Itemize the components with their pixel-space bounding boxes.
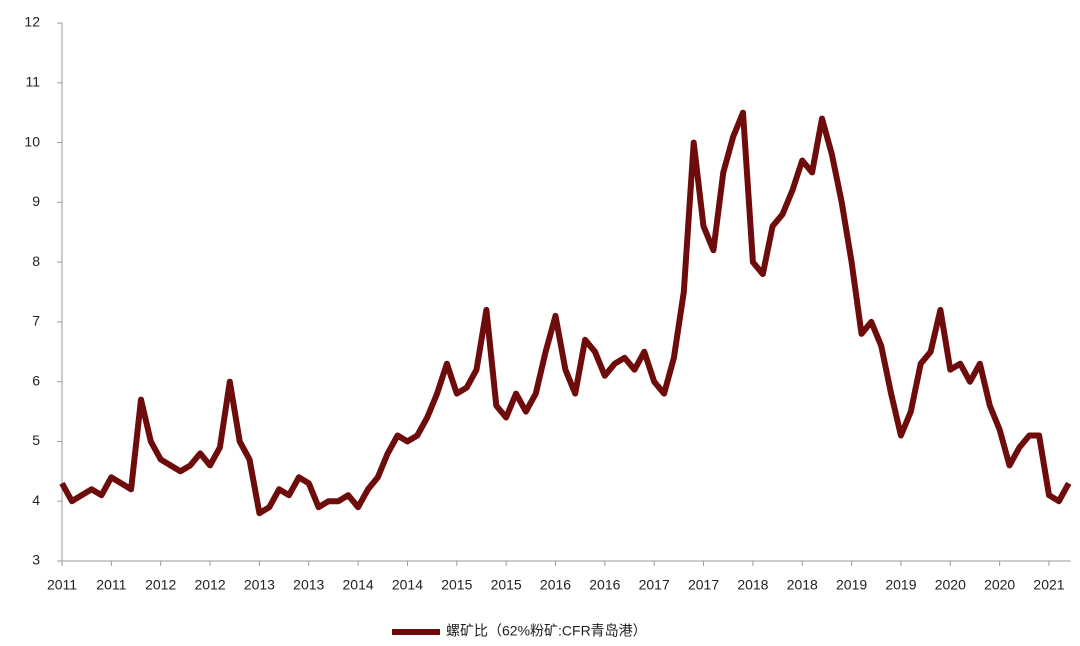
- x-tick-label: 2016: [540, 577, 571, 593]
- y-tick-label: 9: [32, 193, 40, 209]
- x-tick-label: 2013: [244, 577, 275, 593]
- x-tick-label: 2018: [787, 577, 818, 593]
- x-tick-label: 2015: [491, 577, 522, 593]
- x-tick-label: 2014: [343, 577, 374, 593]
- y-tick-label: 3: [32, 552, 40, 568]
- x-tick-label: 2013: [293, 577, 324, 593]
- x-tick-label: 2016: [589, 577, 620, 593]
- x-tick-label: 2019: [836, 577, 867, 593]
- y-tick-label: 5: [32, 432, 40, 448]
- x-tick-label: 2020: [984, 577, 1015, 593]
- y-tick-label: 10: [24, 133, 40, 149]
- x-tick-label: 2019: [885, 577, 916, 593]
- x-tick-label: 2014: [392, 577, 423, 593]
- x-tick-label: 2017: [688, 577, 719, 593]
- y-tick-label: 8: [32, 253, 40, 269]
- y-tick-label: 4: [32, 492, 40, 508]
- x-tick-label: 2018: [737, 577, 768, 593]
- y-tick-label: 11: [25, 73, 40, 89]
- x-tick-label: 2020: [935, 577, 966, 593]
- y-tick-label: 7: [32, 313, 40, 329]
- x-tick-label: 2017: [639, 577, 670, 593]
- x-tick-label: 2012: [145, 577, 176, 593]
- legend-label: 螺矿比（62%粉矿:CFR青岛港）: [446, 623, 647, 639]
- x-tick-label: 2011: [96, 577, 126, 593]
- x-tick-label: 2015: [441, 577, 472, 593]
- x-tick-label: 2011: [47, 577, 77, 593]
- y-tick-label: 6: [32, 372, 40, 388]
- x-tick-label: 2012: [194, 577, 225, 593]
- line-series: [59, 109, 1072, 517]
- y-tick-label: 12: [24, 14, 40, 30]
- x-tick-label: 2021: [1033, 577, 1064, 593]
